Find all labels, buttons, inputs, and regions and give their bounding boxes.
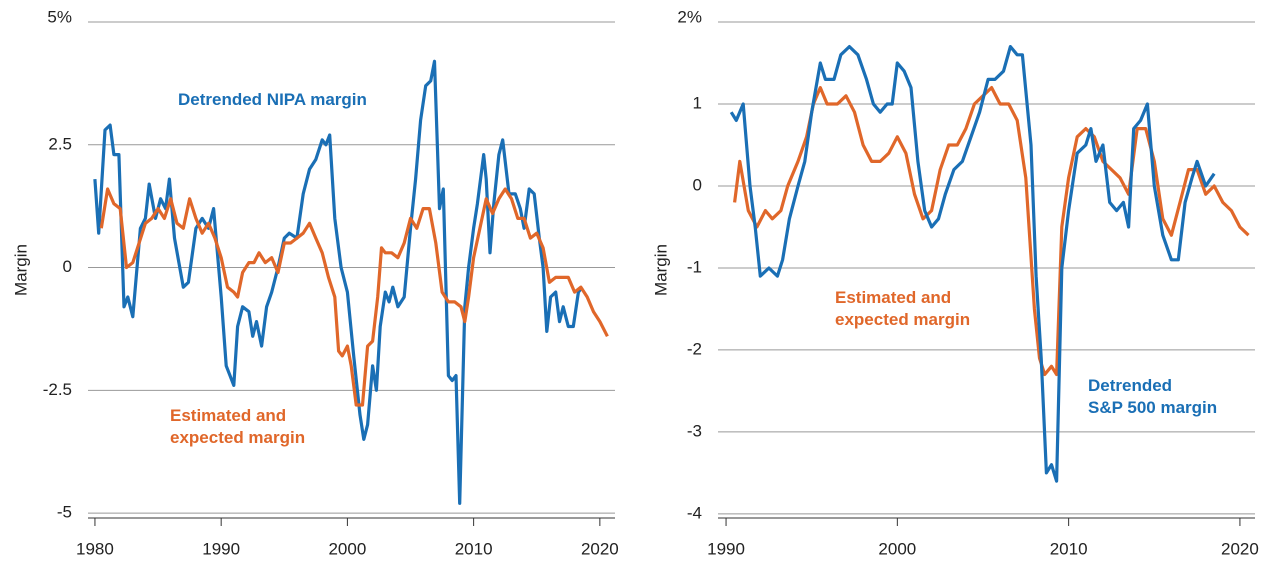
series-label: Estimated and expected margin <box>835 288 971 329</box>
y-tick-label: -4 <box>687 503 702 522</box>
series-line <box>99 187 609 407</box>
x-tick-label: 1990 <box>202 539 240 558</box>
y-tick-label: 2.5 <box>48 134 72 153</box>
x-tick-label: 1980 <box>76 539 114 558</box>
series-line <box>733 86 1250 377</box>
series-label: Detrended S&P 500 margin <box>1088 376 1218 417</box>
x-tick-label: 2000 <box>328 539 366 558</box>
y-tick-label: -1 <box>687 257 702 276</box>
y-tick-label: 0 <box>693 175 702 194</box>
series-label: Detrended NIPA margin <box>178 90 367 109</box>
y-tick-label: -3 <box>687 421 702 440</box>
x-tick-label: 1990 <box>707 539 745 558</box>
series-line <box>729 45 1216 483</box>
x-tick-label: 2010 <box>1050 539 1088 558</box>
y-tick-label: -2.5 <box>43 380 72 399</box>
x-tick-label: 2020 <box>1221 539 1259 558</box>
x-tick-label: 2000 <box>878 539 916 558</box>
y-tick-label: 0 <box>63 257 72 276</box>
y-axis-label: Margin <box>651 244 670 296</box>
x-tick-label: 2010 <box>455 539 493 558</box>
y-tick-label: -2 <box>687 339 702 358</box>
y-tick-label: 1 <box>693 93 702 112</box>
series-label: Estimated and expected margin <box>170 406 306 447</box>
y-tick-label: 5% <box>47 7 72 26</box>
y-tick-label: 2% <box>677 7 702 26</box>
y-tick-label: -5 <box>57 503 72 522</box>
series-line <box>93 59 584 505</box>
y-axis-label: Margin <box>11 244 30 296</box>
x-tick-label: 2020 <box>581 539 619 558</box>
